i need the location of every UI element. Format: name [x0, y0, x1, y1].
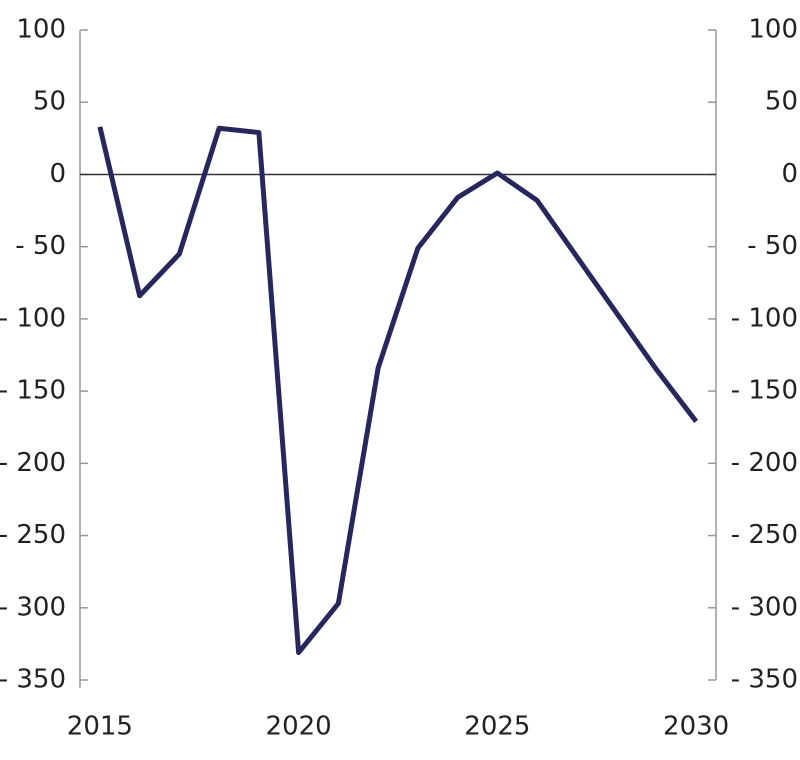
y-tick-label: - 350 — [0, 665, 66, 695]
y-tick-label: - 150 — [0, 376, 66, 406]
y2-tick-label: 100 — [748, 15, 798, 45]
y2-tick-label: - 300 — [731, 592, 798, 622]
y2-tick-label: - 350 — [731, 665, 798, 695]
y2-tick-label: 50 — [765, 87, 798, 117]
y-tick-label: 100 — [16, 15, 66, 45]
y2-tick-label: 0 — [781, 159, 798, 189]
data-line — [97, 125, 699, 656]
y-tick-label: - 200 — [0, 448, 66, 478]
y2-tick-label: - 50 — [747, 231, 798, 261]
y2-tick-label: - 150 — [731, 376, 798, 406]
x-tick-label: 2025 — [464, 712, 530, 742]
y-tick-label: - 250 — [0, 520, 66, 550]
y2-tick-label: - 100 — [731, 303, 798, 333]
y-tick-label: 50 — [33, 87, 66, 117]
y-tick-label: - 50 — [15, 231, 66, 261]
y-tick-label: - 100 — [0, 303, 66, 333]
y2-tick-label: - 200 — [731, 448, 798, 478]
y-tick-label: - 300 — [0, 592, 66, 622]
y-tick-label: 0 — [49, 159, 66, 189]
x-tick-label: 2030 — [663, 712, 729, 742]
x-tick-label: 2020 — [266, 712, 332, 742]
x-tick-label: 2015 — [67, 712, 133, 742]
y2-tick-label: - 250 — [731, 520, 798, 550]
